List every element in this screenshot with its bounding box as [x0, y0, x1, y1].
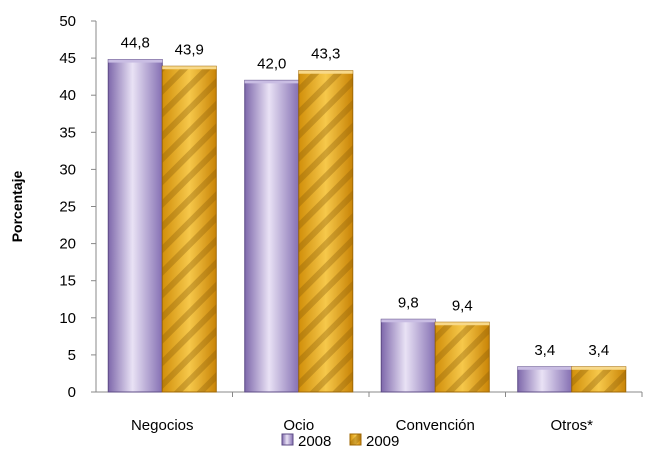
bar-bevel: [298, 70, 353, 74]
legend-label: 2008: [298, 433, 331, 450]
bar-bevel: [571, 366, 626, 370]
category-label: Ocio: [283, 417, 314, 434]
bar-stripes: [571, 366, 626, 392]
bar-bevel: [435, 322, 490, 326]
bar-stripes: [162, 66, 217, 393]
bar-bevel: [381, 319, 436, 323]
data-label: 43,3: [311, 46, 340, 63]
bar-bevel: [108, 59, 163, 63]
labels: 44,8 43,9 Negocios 42,0 43,3 Ocio 9,8 9,4 Conven…: [121, 35, 610, 434]
y-tick-label: 30: [59, 161, 76, 178]
bar-fill: [244, 79, 300, 393]
bar-bevel: [162, 66, 217, 70]
bar-2009-Negocios: [161, 65, 217, 393]
legend-item-2008: 2008: [281, 433, 331, 450]
bar-fill: [380, 318, 436, 393]
category-label: Negocios: [131, 417, 194, 434]
bar-2008-Ocio: [244, 79, 300, 393]
data-label: 9,4: [452, 297, 473, 314]
data-label: 3,4: [534, 342, 555, 359]
legend-swatch-stripes: [350, 434, 361, 445]
data-label: 42,0: [257, 55, 286, 72]
y-tick-label: 45: [59, 50, 76, 67]
y-tick-label: 50: [59, 13, 76, 30]
y-tick-label: 0: [68, 384, 76, 401]
bar-2009-Otros*: [571, 366, 627, 393]
bar-stripes: [435, 322, 490, 392]
bars: [107, 59, 627, 393]
bar-2009-Ocio: [298, 70, 354, 393]
y-tick-label: 15: [59, 273, 76, 290]
category-label: Otros*: [550, 417, 593, 434]
legend-item-2009: 2009: [349, 433, 399, 450]
y-tick-label: 40: [59, 87, 76, 104]
legend-swatch: [281, 433, 294, 446]
legend: 2008 2009: [281, 433, 399, 450]
y-axis-label: Porcentaje: [9, 170, 25, 242]
bar-bevel: [244, 80, 299, 84]
bar-fill: [517, 366, 573, 393]
bar-2008-Convención: [380, 318, 436, 393]
bar-2008-Negocios: [107, 59, 163, 393]
data-label: 44,8: [121, 35, 150, 52]
data-label: 43,9: [175, 41, 204, 58]
bar-2008-Otros*: [517, 366, 573, 393]
y-tick-label: 5: [68, 347, 76, 364]
bar-2009-Convención: [434, 321, 490, 393]
category-label: Convención: [396, 417, 475, 434]
legend-label: 2009: [366, 433, 399, 450]
y-tick-label: 35: [59, 124, 76, 141]
y-tick-label: 10: [59, 310, 76, 327]
bar-stripes: [298, 70, 353, 393]
bar-bevel: [517, 366, 572, 370]
axes: 0 5 10 15 20 25 30 35 40 45 50 Porcentaje: [9, 13, 643, 401]
data-label: 3,4: [588, 342, 609, 359]
data-label: 9,8: [398, 294, 419, 311]
bar-fill: [107, 59, 163, 393]
y-tick-label: 25: [59, 199, 76, 216]
y-tick-label: 20: [59, 236, 76, 253]
